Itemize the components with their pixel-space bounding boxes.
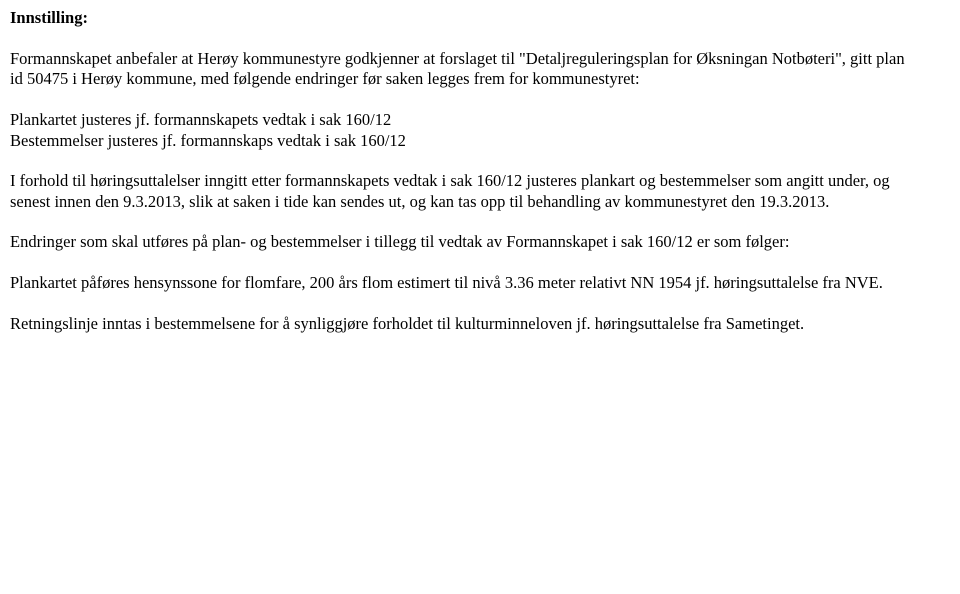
paragraph-intro: Formannskapet anbefaler at Herøy kommune… — [10, 49, 920, 90]
line-bestemmelser-justeres: Bestemmelser justeres jf. formannskaps v… — [10, 131, 920, 152]
line-plankartet-justeres: Plankartet justeres jf. formannskapets v… — [10, 110, 920, 131]
paragraph-retningslinje: Retningslinje inntas i bestemmelsene for… — [10, 314, 920, 335]
heading-innstilling: Innstilling: — [10, 8, 920, 29]
group-justeres: Plankartet justeres jf. formannskapets v… — [10, 110, 920, 151]
paragraph-hoeringsuttalelser: I forhold til høringsuttalelser inngitt … — [10, 171, 920, 212]
paragraph-endringer: Endringer som skal utføres på plan- og b… — [10, 232, 920, 253]
document-page: Innstilling: Formannskapet anbefaler at … — [0, 0, 960, 334]
paragraph-plankartet-flomfare: Plankartet påføres hensynssone for flomf… — [10, 273, 920, 294]
